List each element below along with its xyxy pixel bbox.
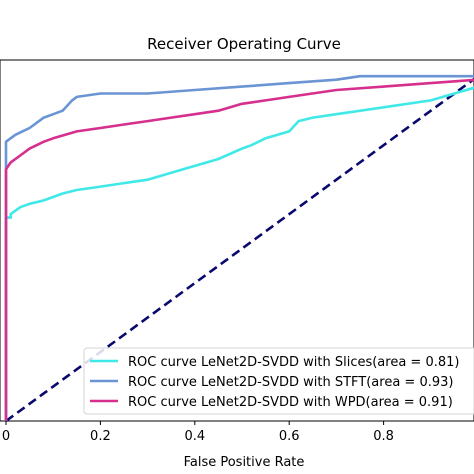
legend-label-2: ROC curve LeNet2D-SVDD with STFT(area = … [128, 375, 453, 390]
x-tick-label: 0.6 [279, 429, 300, 444]
legend-label-1: ROC curve LeNet2D-SVDD with Slices(area … [128, 355, 459, 370]
x-tick-label: 0 [2, 429, 10, 444]
x-tick-label: 0.2 [90, 429, 111, 444]
x-axis-label: False Positive Rate [184, 455, 305, 470]
x-tick-label: 0.4 [184, 429, 205, 444]
x-tick-label: 0.8 [373, 429, 394, 444]
roc-series-line-3 [4, 78, 474, 421]
legend-box [83, 347, 474, 415]
plot-frame [0, 59, 474, 422]
plot-area [0, 59, 474, 423]
chart-title: Receiver Operating Curve [147, 35, 341, 53]
roc-series-line-1 [4, 86, 474, 421]
legend: ROC curve LeNet2D-SVDD with Slices(area … [83, 347, 474, 415]
legend-label-3: ROC curve LeNet2D-SVDD with WPD(area = 0… [128, 395, 453, 410]
x-axis: 0 0.2 0.4 0.6 0.8 [2, 421, 394, 444]
roc-series-line-2 [4, 74, 474, 421]
